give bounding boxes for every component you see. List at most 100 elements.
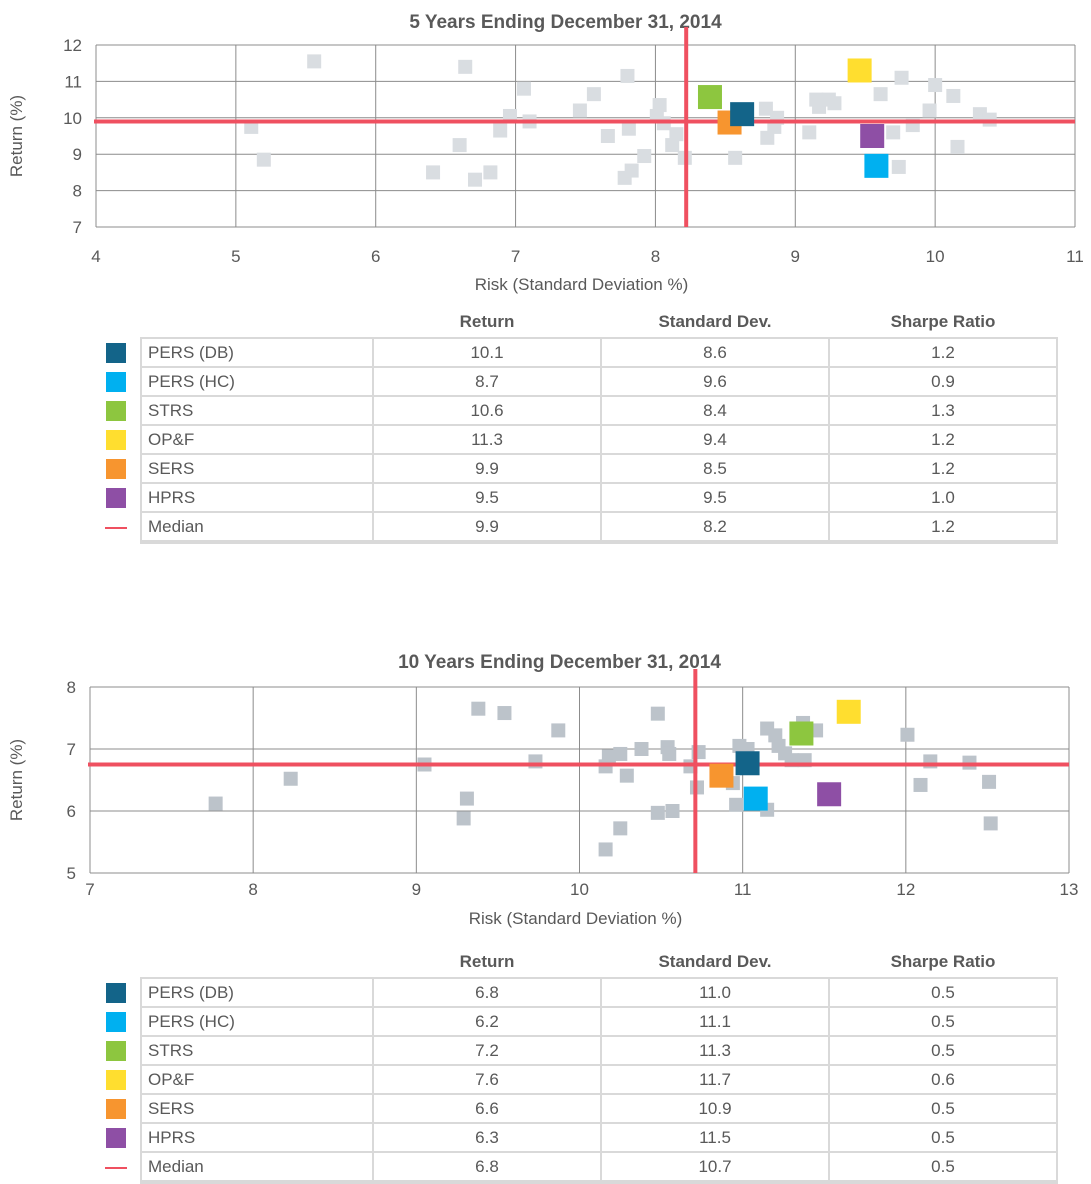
peer-marker bbox=[650, 805, 665, 820]
median-legend-line bbox=[105, 526, 127, 529]
row-label: PERS (DB) bbox=[140, 977, 374, 1008]
table-cell: 0.5 bbox=[828, 977, 1058, 1008]
peer-marker bbox=[946, 88, 961, 103]
y-tick-label: 8 bbox=[73, 182, 82, 201]
peer-marker bbox=[497, 706, 512, 721]
table-cell: 7.6 bbox=[372, 1064, 602, 1095]
row-label: PERS (HC) bbox=[140, 366, 374, 397]
peer-marker bbox=[613, 821, 628, 836]
table-cell: 0.5 bbox=[828, 1151, 1058, 1184]
peer-marker bbox=[598, 842, 613, 857]
table-cell: 0.5 bbox=[828, 1006, 1058, 1037]
table-cell: 8.6 bbox=[600, 337, 830, 368]
peer-marker bbox=[619, 768, 634, 783]
table-cell: 1.2 bbox=[828, 337, 1058, 368]
table-row: OP&F 7.6 11.7 0.6 bbox=[92, 1064, 1058, 1095]
peer-marker bbox=[894, 70, 909, 85]
table-cell: 8.7 bbox=[372, 366, 602, 397]
table-cell: 11.7 bbox=[600, 1064, 830, 1095]
y-tick-label: 8 bbox=[67, 678, 76, 697]
chart-10-year: 10 Years Ending December 31, 2014 5 6 7 8 7 8 9… bbox=[0, 640, 1091, 1184]
table-cell: 9.9 bbox=[372, 511, 602, 544]
column-header-return: Return bbox=[459, 952, 515, 971]
table-cell: 10.1 bbox=[372, 337, 602, 368]
peer-marker bbox=[729, 797, 744, 812]
peer-marker bbox=[662, 746, 677, 761]
plan-marker-opandf bbox=[847, 58, 872, 83]
peer-marker bbox=[256, 152, 271, 167]
peer-marker bbox=[307, 54, 322, 69]
table-cell: 10.7 bbox=[600, 1151, 830, 1184]
chart-5-year: 5 Years Ending December 31, 2014 7 8 9 10 11 1… bbox=[0, 0, 1091, 560]
table-row: Median 6.8 10.7 0.5 bbox=[92, 1151, 1058, 1184]
chart-title: 10 Years Ending December 31, 2014 bbox=[398, 652, 721, 673]
peer-marker bbox=[760, 130, 775, 145]
table-cell: 1.2 bbox=[828, 453, 1058, 484]
peer-marker bbox=[665, 804, 680, 818]
plan-marker-hprs bbox=[817, 782, 842, 807]
table-cell: 0.5 bbox=[828, 1122, 1058, 1153]
y-tick-label: 7 bbox=[73, 218, 82, 237]
row-label: PERS (DB) bbox=[140, 337, 374, 368]
row-label: OP&F bbox=[140, 424, 374, 455]
x-tick-label: 10 bbox=[570, 880, 589, 899]
table-cell: 11.3 bbox=[372, 424, 602, 455]
peer-marker bbox=[950, 139, 965, 154]
legend-swatch-pers-hc bbox=[106, 371, 126, 392]
legend-swatch-hprs bbox=[106, 1127, 126, 1148]
plan-marker-pers-db bbox=[730, 102, 755, 127]
peer-marker bbox=[620, 68, 635, 83]
peer-marker bbox=[624, 163, 639, 178]
peer-marker bbox=[634, 742, 649, 756]
peer-marker bbox=[459, 791, 474, 806]
x-tick-label: 7 bbox=[85, 880, 94, 899]
table-cell: 6.6 bbox=[372, 1093, 602, 1124]
table-cell: 1.2 bbox=[828, 424, 1058, 455]
peer-marker bbox=[913, 777, 928, 792]
table-cell: 6.3 bbox=[372, 1122, 602, 1153]
table-row: HPRS 9.5 9.5 1.0 bbox=[92, 482, 1058, 513]
plan-marker-pers-hc bbox=[864, 153, 889, 178]
plan-marker-pers-db bbox=[735, 751, 760, 776]
table-cell: 8.5 bbox=[600, 453, 830, 484]
table-cell: 9.9 bbox=[372, 453, 602, 484]
peer-marker bbox=[669, 127, 684, 142]
table-row: PERS (HC) 8.7 9.6 0.9 bbox=[92, 366, 1058, 397]
peer-marker bbox=[426, 165, 441, 180]
peer-marker bbox=[873, 87, 888, 102]
x-tick-label: 12 bbox=[896, 880, 915, 899]
peer-marker bbox=[471, 701, 486, 716]
table-cell: 6.2 bbox=[372, 1006, 602, 1037]
row-label: STRS bbox=[140, 395, 374, 426]
legend-swatch-strs bbox=[106, 1040, 126, 1061]
table-row: OP&F 11.3 9.4 1.2 bbox=[92, 424, 1058, 455]
table-cell: 6.8 bbox=[372, 1151, 602, 1184]
row-label: Median bbox=[140, 511, 374, 544]
peer-marker bbox=[983, 816, 998, 831]
table-cell: 1.2 bbox=[828, 511, 1058, 544]
table-cell: 1.3 bbox=[828, 395, 1058, 426]
table-cell: 9.5 bbox=[600, 482, 830, 513]
table-cell: 10.9 bbox=[600, 1093, 830, 1124]
table-cell: 9.5 bbox=[372, 482, 602, 513]
y-axis-label: Return (%) bbox=[7, 739, 26, 821]
x-tick-label: 8 bbox=[651, 247, 660, 266]
table-cell: 0.9 bbox=[828, 366, 1058, 397]
x-tick-label: 8 bbox=[248, 880, 257, 899]
row-label: SERS bbox=[140, 1093, 374, 1124]
x-tick-label: 11 bbox=[734, 880, 752, 899]
peer-marker bbox=[768, 728, 783, 743]
peer-marker bbox=[621, 121, 636, 136]
legend-swatch-opandf bbox=[106, 429, 126, 450]
peer-marker bbox=[601, 749, 616, 764]
x-tick-label: 6 bbox=[371, 247, 380, 266]
table-cell: 8.4 bbox=[600, 395, 830, 426]
peer-marker bbox=[208, 796, 223, 811]
plan-marker-opandf bbox=[836, 699, 861, 724]
row-label: OP&F bbox=[140, 1064, 374, 1095]
peer-marker bbox=[613, 746, 628, 761]
peer-marker bbox=[458, 59, 473, 74]
legend-swatch-pers-hc bbox=[106, 1011, 126, 1032]
table-row: PERS (HC) 6.2 11.1 0.5 bbox=[92, 1006, 1058, 1037]
peer-marker bbox=[452, 138, 467, 153]
